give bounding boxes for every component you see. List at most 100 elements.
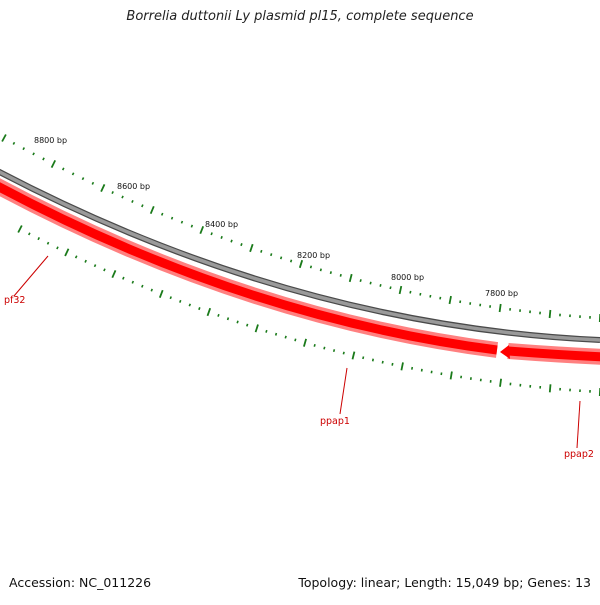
minor-tick xyxy=(373,359,374,362)
minor-tick xyxy=(324,347,325,350)
major-tick xyxy=(200,226,203,233)
major-tick xyxy=(250,244,253,252)
map-title: Borrelia duttonii Ly plasmid pl15, compl… xyxy=(0,9,600,24)
minor-tick xyxy=(29,233,30,235)
gene-label-ppap2: ppap2 xyxy=(564,449,594,460)
major-tick xyxy=(112,270,115,277)
ruler-label: 8400 bp xyxy=(205,220,238,229)
major-tick xyxy=(500,304,501,312)
gene-arrow-ppap2 xyxy=(500,345,510,359)
minor-tick xyxy=(23,148,24,150)
minor-tick xyxy=(271,253,272,256)
minor-tick xyxy=(331,271,332,274)
minor-tick xyxy=(276,333,277,336)
major-tick xyxy=(18,226,22,233)
major-tick xyxy=(101,184,104,191)
minor-tick xyxy=(390,287,391,290)
ruler-label: 8000 bp xyxy=(391,273,424,282)
minor-tick xyxy=(237,321,238,324)
minor-tick xyxy=(57,247,58,249)
minor-tick xyxy=(82,178,83,180)
minor-tick xyxy=(48,242,49,244)
minor-tick xyxy=(13,142,14,144)
minor-tick xyxy=(430,295,431,298)
major-tick xyxy=(151,206,154,213)
minor-tick xyxy=(189,304,190,306)
minor-tick xyxy=(112,191,113,193)
minor-tick xyxy=(132,281,133,283)
minor-tick xyxy=(92,182,93,184)
minor-tick xyxy=(266,330,267,333)
major-tick xyxy=(353,352,355,360)
minor-tick xyxy=(291,260,292,263)
minor-tick xyxy=(311,266,312,269)
gene-arc-ppap2 xyxy=(508,351,600,357)
minor-tick xyxy=(122,196,123,198)
minor-tick xyxy=(340,274,341,277)
gene-leader-ppap2 xyxy=(577,401,580,448)
minor-tick xyxy=(180,300,181,302)
minor-tick xyxy=(392,363,393,366)
gene-leader-ppap1 xyxy=(340,368,347,414)
minor-tick xyxy=(261,250,262,253)
ruler-label: 8600 bp xyxy=(117,182,150,191)
major-tick xyxy=(2,135,6,142)
minor-tick xyxy=(228,318,229,321)
minor-tick xyxy=(360,279,361,282)
major-tick xyxy=(208,308,211,316)
minor-tick xyxy=(199,307,200,310)
minor-tick xyxy=(38,237,39,239)
minor-tick xyxy=(295,339,296,342)
minor-tick xyxy=(170,297,171,299)
minor-tick xyxy=(33,153,34,155)
major-tick xyxy=(350,274,352,282)
minor-tick xyxy=(85,260,86,262)
minor-tick xyxy=(123,277,124,279)
major-tick xyxy=(401,362,403,370)
gene-label-pf32: pf32 xyxy=(4,295,25,306)
gene-leader-pf32 xyxy=(14,256,48,296)
minor-tick xyxy=(410,291,411,294)
major-tick xyxy=(500,379,501,387)
minor-tick xyxy=(343,352,344,355)
major-tick xyxy=(65,249,68,256)
minor-tick xyxy=(412,367,413,370)
gene-label-ppap1: ppap1 xyxy=(320,416,350,427)
minor-tick xyxy=(231,240,232,243)
minor-tick xyxy=(218,314,219,316)
minor-tick xyxy=(334,349,335,352)
minor-tick xyxy=(182,221,183,223)
minor-tick xyxy=(241,243,242,246)
minor-tick xyxy=(285,336,286,339)
major-tick xyxy=(256,325,258,333)
major-tick xyxy=(451,372,452,380)
minor-tick xyxy=(363,357,364,360)
minor-tick xyxy=(380,284,381,287)
minor-tick xyxy=(321,269,322,272)
topology-summary: Topology: linear; Length: 15,049 bp; Gen… xyxy=(298,575,591,590)
minor-tick xyxy=(420,293,421,296)
minor-tick xyxy=(151,289,152,291)
minor-tick xyxy=(76,256,77,258)
minor-tick xyxy=(142,205,143,207)
minor-tick xyxy=(73,173,74,175)
minor-tick xyxy=(370,282,371,285)
accession-text: Accession: NC_011226 xyxy=(9,575,151,590)
ruler-label: 7800 bp xyxy=(485,289,518,298)
minor-tick xyxy=(211,233,212,236)
major-tick xyxy=(400,286,402,294)
minor-tick xyxy=(191,225,192,228)
major-tick xyxy=(300,260,302,268)
major-tick xyxy=(304,339,306,347)
minor-tick xyxy=(63,168,64,170)
minor-tick xyxy=(314,344,315,347)
minor-tick xyxy=(43,158,44,160)
major-tick xyxy=(160,290,163,298)
major-tick xyxy=(450,296,452,304)
minor-tick xyxy=(104,269,105,271)
major-tick xyxy=(52,160,56,167)
minor-tick xyxy=(95,265,96,267)
ruler-label: 8800 bp xyxy=(34,136,67,145)
